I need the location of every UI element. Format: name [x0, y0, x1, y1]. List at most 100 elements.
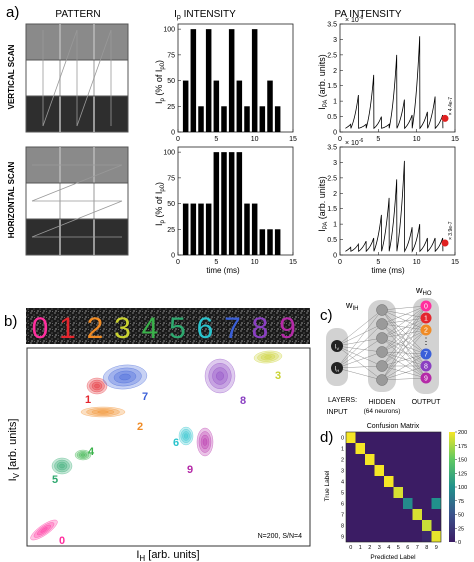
cluster-label: 9: [187, 464, 193, 476]
digit-glyph: 6: [197, 312, 214, 345]
cm-ytick: 8: [341, 524, 344, 530]
cm-ytick: 2: [341, 458, 344, 464]
pa-marker-label: × 3.9e-7: [448, 221, 454, 240]
ytick-label: 0: [171, 253, 175, 260]
digit-glyph: 2: [87, 312, 104, 345]
cm-xtick: 0: [349, 545, 352, 551]
ytick-label: 2.5: [327, 175, 337, 182]
cm-xtick: 1: [359, 545, 362, 551]
colorbar-tick-label: 175: [458, 444, 467, 450]
colorbar: [449, 432, 455, 542]
cm-cell: [374, 520, 384, 531]
w-ho-label: wHO: [415, 285, 432, 297]
hidden-sub-label: (64 neurons): [364, 408, 401, 415]
ytick-label: 2: [333, 191, 337, 198]
bar: [198, 106, 204, 132]
cm-cell: [403, 443, 413, 454]
output-neuron: [420, 324, 432, 336]
bar: [244, 106, 250, 132]
cm-cell: [422, 509, 432, 520]
cm-cell: [403, 520, 413, 531]
output-neuron-label: 8: [424, 364, 428, 371]
ytick-label: 100: [163, 150, 175, 157]
ytick-label: 0.5: [327, 114, 337, 121]
xtick-label: 15: [451, 259, 459, 266]
cm-xtick: 2: [368, 545, 371, 551]
cm-xtick: 7: [416, 545, 419, 551]
cm-cell: [431, 531, 441, 542]
cm-cell: [393, 465, 403, 476]
cm-cell: [365, 476, 375, 487]
cm-cell: [412, 520, 422, 531]
pattern-grid-horizontal: [25, 146, 129, 256]
colorbar-tick-label: 50: [458, 513, 464, 519]
cluster-1: [86, 377, 108, 395]
digit-glyph: 7: [224, 312, 241, 345]
bar: [221, 106, 227, 132]
cm-cell: [355, 498, 365, 509]
input-layer-box: [326, 328, 348, 386]
b-ylabel: IV [arb. units]: [7, 419, 21, 482]
cluster-5: [51, 457, 73, 475]
cm-cell: [365, 465, 375, 476]
digit-glyph: 4: [142, 312, 159, 345]
xtick-label: 15: [451, 136, 459, 143]
ytick-label: 2.5: [327, 52, 337, 59]
cm-cell: [346, 476, 356, 487]
cluster-label: 6: [173, 437, 179, 449]
colorbar-tick-label: 0: [458, 540, 461, 546]
cm-cell: [374, 509, 384, 520]
ytick-label: 3: [333, 37, 337, 44]
ytick-label: 0: [333, 253, 337, 260]
cm-cell: [374, 465, 384, 476]
cm-cell: [403, 487, 413, 498]
cm-cell: [431, 454, 441, 465]
input-neuron-label: IH: [335, 367, 340, 374]
ytick-label: 0.5: [327, 237, 337, 244]
pa-ylabel-top: IPA (arb. units): [317, 54, 329, 110]
xlabel-pa: time (ms): [371, 266, 405, 275]
layers-label: LAYERS:: [328, 397, 357, 404]
panel-c: c) IV IH 0 1 2 ⋮ 7 8 9 wIH wHO LAYERS: INPUT HID…: [318, 280, 474, 420]
hidden-label: HIDDEN: [369, 399, 396, 406]
digit-glyph: 9: [279, 312, 296, 345]
cm-cell: [431, 443, 441, 454]
cm-cell: [393, 509, 403, 520]
ytick-label: 100: [163, 27, 175, 34]
cm-cell: [346, 443, 356, 454]
bar: [267, 229, 273, 255]
cm-frame: [345, 431, 442, 543]
cm-cell: [393, 443, 403, 454]
cm-cell: [355, 454, 365, 465]
cm-ytick: 3: [341, 469, 344, 475]
ytick-label: 50: [167, 201, 175, 208]
cm-cell: [431, 509, 441, 520]
hidden-neuron: [376, 332, 388, 344]
xtick-label: 10: [251, 136, 259, 143]
cm-xtick: 8: [425, 545, 428, 551]
cm-cell: [393, 454, 403, 465]
pa-horizontal-plot: 0 0.5 1 1.5 2 2.5 3 3.5 0 5 10 15 × 3.9e-7: [327, 145, 459, 267]
w-ih-label: wIH: [345, 300, 359, 312]
bar: [190, 203, 197, 255]
colorbar-tick-label: 100: [458, 485, 467, 491]
cluster-label: 8: [240, 395, 246, 407]
ytick-label: 1.5: [327, 206, 337, 213]
cm-cell: [422, 487, 432, 498]
cm-cell: [365, 454, 375, 465]
cm-ytick: 7: [341, 513, 344, 519]
output-neuron-label: 2: [424, 328, 428, 335]
cm-cell: [384, 487, 394, 498]
cm-ytick: 5: [341, 491, 344, 497]
cm-ytick: 1: [341, 447, 344, 453]
cm-cell: [384, 432, 394, 443]
ip-ylabel-bottom: Ip (% of Ip0): [154, 182, 166, 226]
digit-glyph: 0: [32, 312, 49, 345]
cluster-label: 3: [275, 370, 281, 382]
cm-cell: [422, 432, 432, 443]
cm-cell: [412, 465, 422, 476]
ytick-label: 3.5: [327, 145, 337, 152]
pa-title: PA INTENSITY: [334, 9, 401, 20]
bar: [251, 203, 258, 255]
